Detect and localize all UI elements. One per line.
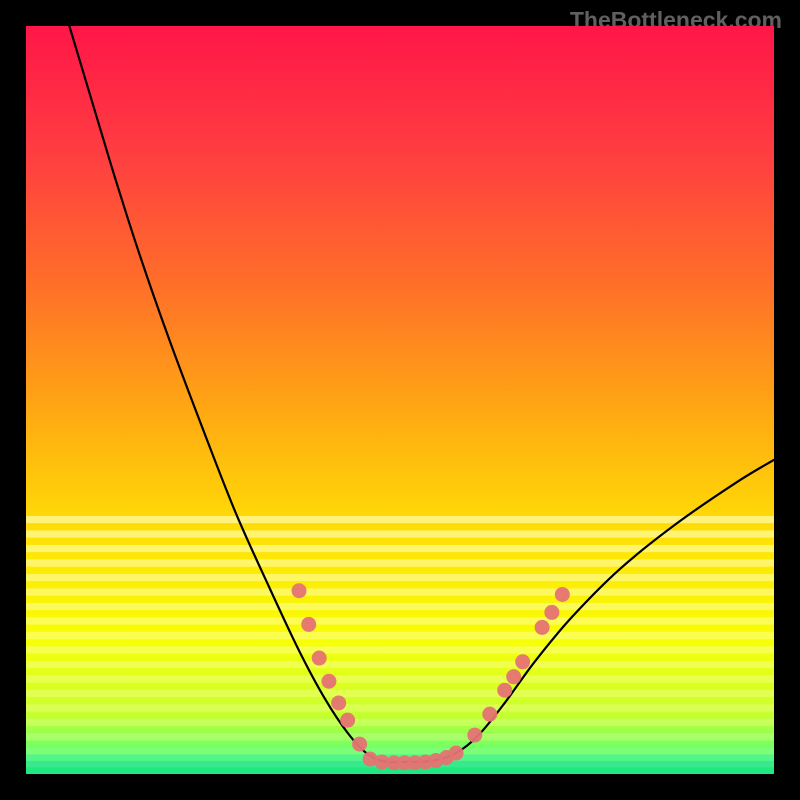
- gpu-marker: [497, 683, 512, 698]
- gpu-marker: [515, 654, 530, 669]
- gpu-marker: [331, 695, 346, 710]
- chart-plot-area: [26, 26, 774, 774]
- gpu-marker: [467, 728, 482, 743]
- gpu-marker: [506, 669, 521, 684]
- gpu-marker: [535, 620, 550, 635]
- gpu-marker: [352, 737, 367, 752]
- gpu-marker: [292, 583, 307, 598]
- stage: TheBottleneck.com: [0, 0, 800, 800]
- gpu-marker: [449, 746, 464, 761]
- gpu-marker: [321, 674, 336, 689]
- gpu-marker: [301, 617, 316, 632]
- gpu-marker: [544, 605, 559, 620]
- gpu-marker: [312, 651, 327, 666]
- gpu-marker: [340, 713, 355, 728]
- chart-svg: [26, 26, 774, 774]
- gpu-marker: [482, 707, 497, 722]
- gpu-marker: [555, 587, 570, 602]
